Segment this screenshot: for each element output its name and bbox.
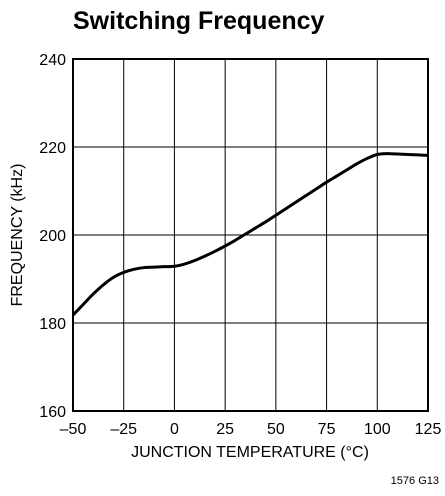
frequency-series-line	[71, 152, 429, 317]
y-tick-label: 220	[39, 140, 66, 157]
y-tick-label: 160	[39, 404, 66, 421]
chart-title: Switching Frequency	[73, 7, 325, 35]
plot-frame	[72, 58, 429, 412]
x-tick-label: 75	[318, 421, 336, 438]
x-axis-tick-labels: –50 –25 0 25 50 75 100 125	[60, 421, 442, 438]
x-tick-label: –50	[60, 421, 87, 438]
x-tick-label: 25	[216, 421, 234, 438]
y-tick-label: 180	[39, 316, 66, 333]
x-tick-label: 100	[364, 421, 391, 438]
x-tick-label: 125	[415, 421, 442, 438]
y-axis-label: FREQUENCY (kHz)	[9, 164, 26, 307]
x-tick-label: 0	[170, 421, 179, 438]
x-axis-label: JUNCTION TEMPERATURE (°C)	[131, 444, 369, 461]
y-axis-tick-labels: 160 180 200 220 240	[39, 52, 66, 421]
figure-id: 1576 G13	[391, 475, 439, 487]
y-tick-label: 200	[39, 228, 66, 245]
data-series-group	[71, 152, 429, 317]
y-tick-label: 240	[39, 52, 66, 69]
x-tick-label: –25	[110, 421, 137, 438]
grid-lines	[73, 59, 428, 411]
x-tick-label: 50	[267, 421, 285, 438]
